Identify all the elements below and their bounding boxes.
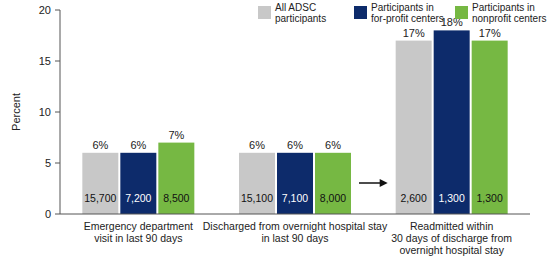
legend-label-line: for-profit centers bbox=[371, 13, 444, 24]
bar bbox=[120, 153, 156, 214]
y-axis-label: Percent bbox=[10, 93, 22, 131]
count-label: 2,600 bbox=[401, 192, 427, 204]
data-label: 17% bbox=[403, 27, 425, 39]
y-tick bbox=[55, 10, 60, 11]
arrow-head bbox=[380, 179, 388, 187]
legend-label: Participants infor-profit centers bbox=[371, 2, 444, 24]
bar bbox=[315, 153, 351, 214]
x-tick-label-line: 30 days of discharge from bbox=[391, 232, 512, 244]
y-tick bbox=[55, 163, 60, 164]
legend-label-line: Participants in bbox=[371, 2, 434, 13]
x-tick-label-line: Emergency department bbox=[84, 220, 193, 232]
data-label: 6% bbox=[92, 139, 108, 151]
bar bbox=[472, 41, 508, 214]
count-label: 7,100 bbox=[282, 192, 308, 204]
x-tick-label-line: in last 90 days bbox=[261, 232, 328, 244]
count-label: 7,200 bbox=[125, 192, 151, 204]
y-tick-label: 0 bbox=[45, 208, 51, 220]
y-tick bbox=[55, 214, 60, 215]
legend-label-line: nonprofit centers bbox=[472, 13, 547, 24]
chart: 0 5 10 15 20 Percent 6% 15,700 6% 15,100 17% 2,600 6… bbox=[0, 0, 560, 269]
data-label: 6% bbox=[287, 139, 303, 151]
bar bbox=[239, 153, 275, 214]
data-label: 6% bbox=[325, 139, 341, 151]
y-tick bbox=[55, 61, 60, 62]
data-label: 6% bbox=[130, 139, 146, 151]
count-label: 8,000 bbox=[320, 192, 346, 204]
data-label: 7% bbox=[168, 129, 184, 141]
x-tick-label: Readmitted within30 days of discharge fr… bbox=[391, 220, 512, 256]
legend-label-line: All ADSC bbox=[275, 2, 316, 13]
arrow bbox=[359, 182, 382, 184]
y-tick-label: 15 bbox=[39, 55, 51, 67]
count-label: 8,500 bbox=[163, 192, 189, 204]
legend-swatch bbox=[354, 6, 367, 19]
y-tick-label: 10 bbox=[39, 106, 51, 118]
bar bbox=[396, 41, 432, 214]
count-label: 1,300 bbox=[477, 192, 503, 204]
legend-label-line: participants bbox=[275, 13, 326, 24]
x-tick-label: Emergency departmentvisit in last 90 day… bbox=[84, 220, 193, 244]
legend-label-line: Participants in bbox=[472, 2, 535, 13]
legend-swatch bbox=[258, 6, 271, 19]
bars bbox=[82, 30, 507, 214]
data-label: 17% bbox=[479, 27, 501, 39]
x-tick-label: Discharged from overnight hospital stayi… bbox=[203, 220, 388, 244]
y-tick-label: 20 bbox=[39, 4, 51, 16]
count-label: 15,700 bbox=[84, 192, 116, 204]
bar bbox=[158, 143, 194, 214]
legend-label: Participants innonprofit centers bbox=[472, 2, 547, 24]
x-tick-label-line: Discharged from overnight hospital stay bbox=[203, 220, 388, 232]
x-tick-label-line: overnight hospital stay bbox=[399, 244, 504, 256]
count-label: 15,100 bbox=[241, 192, 273, 204]
bar bbox=[434, 30, 470, 214]
legend-label: All ADSCparticipants bbox=[275, 2, 326, 24]
y-tick bbox=[55, 112, 60, 113]
bar bbox=[82, 153, 118, 214]
x-tick-label-line: Readmitted within bbox=[410, 220, 494, 232]
x-tick-label-line: visit in last 90 days bbox=[94, 232, 182, 244]
bar bbox=[277, 153, 313, 214]
count-label: 1,300 bbox=[439, 192, 465, 204]
legend-swatch bbox=[455, 6, 468, 19]
x-axis bbox=[60, 214, 530, 215]
y-tick-label: 5 bbox=[45, 157, 51, 169]
data-label: 6% bbox=[249, 139, 265, 151]
